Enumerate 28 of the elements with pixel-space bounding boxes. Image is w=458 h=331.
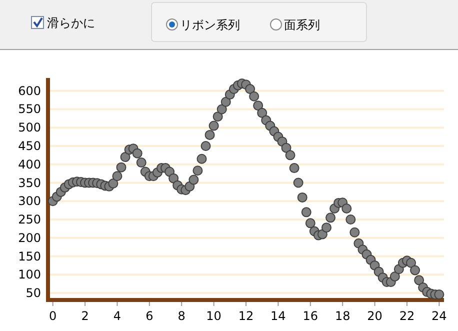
text: リボン系列 (180, 18, 240, 32)
x-tick-label: 0 (49, 309, 57, 323)
y-tick-label: 550 (18, 102, 41, 116)
y-tick-label: 200 (18, 230, 41, 245)
x-tick-label: 2 (81, 309, 89, 323)
x-tick-label: 8 (178, 309, 186, 323)
y-tick-label: 350 (18, 176, 41, 190)
x-tick-label: 24 (432, 309, 447, 323)
y-tick-label: 500 (18, 120, 41, 135)
x-tick-label: 4 (113, 309, 122, 323)
text: 面系列 (284, 18, 320, 32)
x-tick-label: 14 (270, 309, 286, 323)
x-tick-label: 12 (238, 309, 254, 323)
text: 滑らかに (47, 16, 95, 30)
y-tick-label: 300 (18, 194, 41, 208)
y-tick-label: 400 (18, 157, 41, 172)
x-tick-label: 20 (367, 309, 382, 323)
y-tick-label: 50 (26, 286, 41, 300)
y-tick-label: 150 (18, 249, 41, 264)
x-tick-label: 18 (334, 309, 350, 323)
y-tick-label: 250 (18, 212, 41, 227)
x-tick-label: 16 (302, 309, 318, 323)
y-tick-label: 100 (18, 268, 41, 282)
x-tick-label: 10 (206, 309, 222, 323)
y-tick-label: 450 (18, 138, 41, 153)
x-tick-label: 6 (146, 309, 154, 323)
y-tick-label: 600 (18, 84, 41, 98)
x-tick-label: 22 (399, 309, 415, 323)
